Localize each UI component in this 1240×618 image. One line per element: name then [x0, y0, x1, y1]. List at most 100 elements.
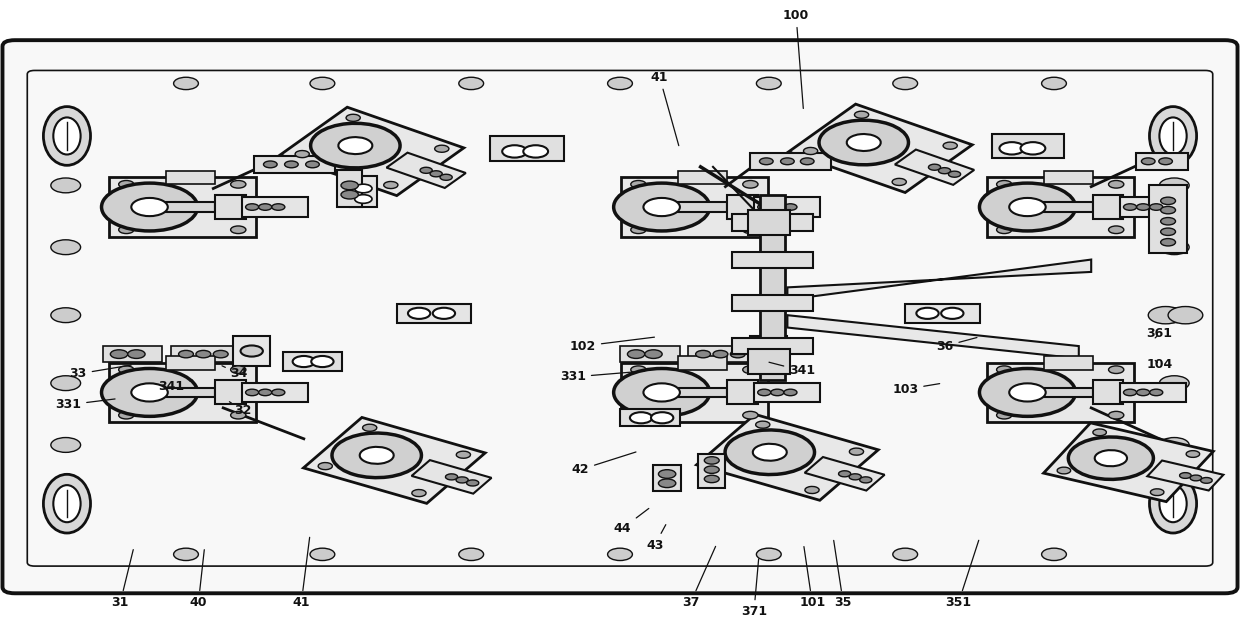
Polygon shape — [787, 315, 1079, 358]
Bar — [727, 195, 758, 219]
Circle shape — [433, 308, 455, 319]
Bar — [754, 197, 820, 217]
Circle shape — [1123, 204, 1137, 210]
Circle shape — [1069, 437, 1153, 480]
Circle shape — [355, 195, 372, 203]
Circle shape — [435, 145, 449, 152]
Circle shape — [893, 548, 918, 561]
Circle shape — [339, 137, 372, 154]
Ellipse shape — [1149, 106, 1197, 166]
Circle shape — [196, 350, 211, 358]
Circle shape — [608, 548, 632, 561]
Circle shape — [1159, 376, 1189, 391]
Circle shape — [644, 198, 680, 216]
Circle shape — [644, 383, 680, 402]
Circle shape — [284, 161, 298, 168]
Circle shape — [1161, 218, 1176, 225]
Circle shape — [310, 124, 401, 168]
Circle shape — [630, 412, 652, 423]
Circle shape — [310, 77, 335, 90]
Bar — [905, 304, 980, 323]
Circle shape — [272, 204, 285, 210]
Circle shape — [272, 389, 285, 396]
Text: 33: 33 — [69, 365, 131, 381]
Bar — [620, 346, 680, 362]
Ellipse shape — [53, 117, 81, 154]
Bar — [283, 352, 342, 371]
Circle shape — [892, 179, 906, 185]
Bar — [1092, 381, 1123, 404]
Bar — [754, 383, 820, 402]
Circle shape — [1148, 307, 1183, 324]
Bar — [242, 197, 308, 217]
Circle shape — [420, 167, 433, 173]
Circle shape — [849, 448, 863, 455]
Bar — [698, 454, 725, 488]
Bar — [1092, 195, 1123, 219]
Bar — [620, 409, 680, 426]
Circle shape — [430, 171, 443, 177]
Bar — [412, 460, 491, 494]
Circle shape — [784, 204, 797, 210]
Bar — [215, 195, 246, 219]
Circle shape — [608, 77, 632, 90]
Circle shape — [102, 183, 197, 231]
Circle shape — [916, 308, 939, 319]
Bar — [667, 387, 727, 397]
Circle shape — [1187, 451, 1199, 457]
Text: 351: 351 — [945, 540, 978, 609]
Circle shape — [346, 114, 361, 121]
Circle shape — [997, 412, 1012, 419]
Circle shape — [1161, 206, 1176, 214]
Text: 43: 43 — [646, 525, 666, 552]
Circle shape — [759, 158, 774, 165]
Circle shape — [456, 451, 470, 459]
Circle shape — [1161, 239, 1176, 246]
Bar — [1044, 356, 1092, 370]
Circle shape — [246, 389, 259, 396]
Circle shape — [614, 183, 709, 231]
Circle shape — [696, 350, 711, 358]
Bar — [387, 153, 466, 188]
Bar — [109, 363, 255, 422]
Bar — [992, 134, 1064, 158]
Circle shape — [119, 366, 134, 373]
Bar — [155, 202, 215, 212]
Circle shape — [310, 548, 335, 561]
Circle shape — [341, 190, 358, 199]
Bar — [732, 295, 813, 311]
Circle shape — [259, 204, 272, 210]
Circle shape — [1159, 438, 1189, 452]
Circle shape — [295, 151, 309, 158]
Circle shape — [119, 412, 134, 419]
Circle shape — [1109, 226, 1123, 234]
Circle shape — [440, 174, 453, 180]
Circle shape — [645, 350, 662, 358]
Circle shape — [1159, 308, 1189, 323]
Circle shape — [1042, 548, 1066, 561]
Ellipse shape — [1159, 117, 1187, 154]
Circle shape — [997, 180, 1012, 188]
Circle shape — [174, 548, 198, 561]
Circle shape — [704, 475, 719, 483]
Circle shape — [939, 167, 951, 174]
Bar — [1044, 423, 1213, 502]
Circle shape — [51, 240, 81, 255]
Circle shape — [725, 430, 815, 475]
Ellipse shape — [53, 485, 81, 522]
Circle shape — [1149, 389, 1163, 396]
Circle shape — [306, 161, 320, 168]
Circle shape — [311, 356, 334, 367]
Text: 44: 44 — [614, 509, 649, 535]
Circle shape — [713, 350, 728, 358]
Circle shape — [102, 368, 197, 417]
Circle shape — [456, 477, 469, 483]
Circle shape — [1159, 240, 1189, 255]
Circle shape — [631, 366, 646, 373]
Circle shape — [1009, 198, 1045, 216]
Circle shape — [1200, 478, 1213, 483]
Circle shape — [332, 433, 422, 478]
Text: 34: 34 — [222, 366, 248, 381]
Bar — [895, 150, 975, 185]
Circle shape — [704, 466, 719, 473]
